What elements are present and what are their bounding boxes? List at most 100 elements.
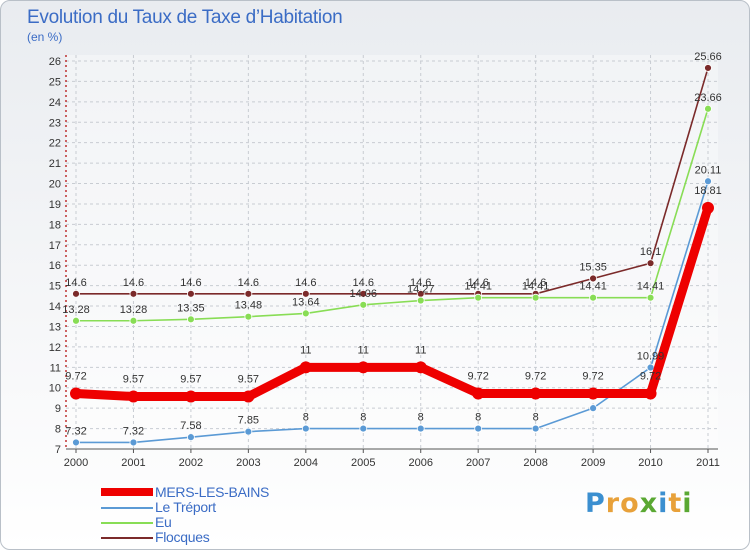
data-label-mers-les-bains: 9.72 <box>582 370 603 382</box>
data-point-mers-les-bains <box>242 390 255 403</box>
y-tick-label: 22 <box>49 138 61 150</box>
data-point-eu <box>244 312 253 321</box>
data-label-flocques: 16.1 <box>640 246 661 258</box>
data-label-flocques: 14.6 <box>467 277 488 289</box>
data-point-le-tr-port <box>244 427 253 436</box>
x-tick-label: 2006 <box>408 457 432 469</box>
logo-letter: t <box>668 488 683 519</box>
x-tick-label: 2011 <box>696 457 720 469</box>
x-tick-label: 2002 <box>179 457 203 469</box>
x-tick-label: 2007 <box>466 457 490 469</box>
data-point-le-tr-port <box>531 424 540 433</box>
legend-swatch-le-treport <box>101 507 153 509</box>
y-tick-label: 12 <box>49 342 61 354</box>
data-label-le-tr-port: 8 <box>418 412 424 424</box>
data-label-eu: 14.06 <box>350 288 378 300</box>
y-tick-label: 8 <box>55 424 61 436</box>
logo-letter: i <box>658 488 669 519</box>
legend-swatch-mers-les-bains <box>101 488 153 496</box>
data-label-mers-les-bains: 9.72 <box>467 370 488 382</box>
proxiti-logo: Proxiti <box>585 488 693 519</box>
data-point-le-tr-port <box>359 424 368 433</box>
data-label-le-tr-port: 8 <box>303 412 309 424</box>
data-point-flocques <box>129 289 138 298</box>
data-label-eu: 13.28 <box>62 304 90 316</box>
data-label-le-tr-port: 7.32 <box>123 425 144 437</box>
legend-swatch-flocques <box>101 537 153 539</box>
x-tick-label: 2009 <box>581 457 605 469</box>
data-label-eu: 14.41 <box>464 281 492 293</box>
legend-label: MERS-LES-BAINS <box>155 484 270 500</box>
data-point-eu <box>704 104 712 113</box>
logo-letter: x <box>639 488 659 519</box>
data-point-eu <box>187 315 195 324</box>
data-point-mers-les-bains <box>184 390 197 403</box>
data-point-mers-les-bains <box>702 201 714 214</box>
data-point-eu <box>72 316 80 325</box>
data-point-mers-les-bains <box>70 387 82 400</box>
y-tick-label: 18 <box>49 219 61 231</box>
data-point-mers-les-bains <box>587 387 600 400</box>
data-point-le-tr-port <box>416 424 425 433</box>
data-point-le-tr-port <box>474 424 483 433</box>
data-point-flocques <box>704 64 712 72</box>
x-tick-label: 2005 <box>351 457 375 469</box>
plot-area <box>66 55 718 449</box>
data-label-le-tr-port: 7.32 <box>65 425 86 437</box>
data-label-mers-les-bains: 9.72 <box>65 370 86 382</box>
y-tick-label: 26 <box>49 56 61 68</box>
data-label-eu: 13.28 <box>120 304 148 316</box>
data-label-le-tr-port: 10.99 <box>637 351 665 363</box>
data-label-flocques: 14.6 <box>410 277 431 289</box>
x-tick-label: 2004 <box>294 457 318 469</box>
y-tick-label: 11 <box>50 362 61 374</box>
y-tick-label: 17 <box>49 240 61 252</box>
legend-label: Flocques <box>155 529 210 545</box>
data-point-eu <box>129 316 138 325</box>
data-label-flocques: 14.6 <box>123 277 144 289</box>
data-point-mers-les-bains <box>529 387 542 400</box>
y-tick-label: 16 <box>49 260 61 272</box>
data-label-flocques: 14.6 <box>180 277 201 289</box>
series-line-eu <box>75 107 709 322</box>
data-label-le-tr-port: 20.11 <box>695 164 722 176</box>
data-point-mers-les-bains <box>644 387 657 400</box>
data-point-eu <box>359 300 368 309</box>
legend-label: Eu <box>155 514 172 530</box>
data-point-flocques <box>72 289 80 298</box>
data-label-mers-les-bains: 11 <box>358 344 369 356</box>
data-label-eu: 14.27 <box>407 284 435 296</box>
data-label-mers-les-bains: 11 <box>300 344 311 356</box>
logo-letter: r <box>605 488 621 519</box>
y-tick-label: 14 <box>49 301 61 313</box>
legend-swatch-eu <box>101 522 153 524</box>
data-point-mers-les-bains <box>357 361 370 374</box>
data-point-eu <box>589 293 597 302</box>
chart-unit-label: (en %) <box>27 30 63 44</box>
data-label-eu: 14.41 <box>522 281 550 293</box>
data-point-mers-les-bains <box>127 390 140 403</box>
y-tick-label: 13 <box>49 321 61 333</box>
data-point-flocques <box>646 259 655 268</box>
data-point-le-tr-port <box>129 438 138 447</box>
data-label-mers-les-bains: 9.57 <box>180 374 201 386</box>
data-label-le-tr-port: 7.85 <box>238 415 259 427</box>
data-label-flocques: 15.35 <box>579 261 607 273</box>
logo-letter: i <box>682 488 693 519</box>
x-tick-label: 2001 <box>121 457 145 469</box>
data-label-flocques: 14.6 <box>353 277 374 289</box>
data-point-le-tr-port <box>301 424 310 433</box>
data-label-le-tr-port: 8 <box>475 412 481 424</box>
data-point-le-tr-port <box>704 177 712 186</box>
logo-letter: P <box>585 488 606 519</box>
data-point-mers-les-bains <box>472 387 485 400</box>
y-tick-label: 21 <box>49 158 61 170</box>
data-label-flocques: 14.6 <box>65 277 86 289</box>
data-label-le-tr-port: 7.58 <box>180 420 201 432</box>
data-label-eu: 14.41 <box>579 281 607 293</box>
data-point-le-tr-port <box>187 433 195 442</box>
data-label-mers-les-bains: 9.72 <box>640 370 661 382</box>
x-tick-label: 2008 <box>523 457 547 469</box>
data-label-eu: 14.41 <box>637 281 665 293</box>
